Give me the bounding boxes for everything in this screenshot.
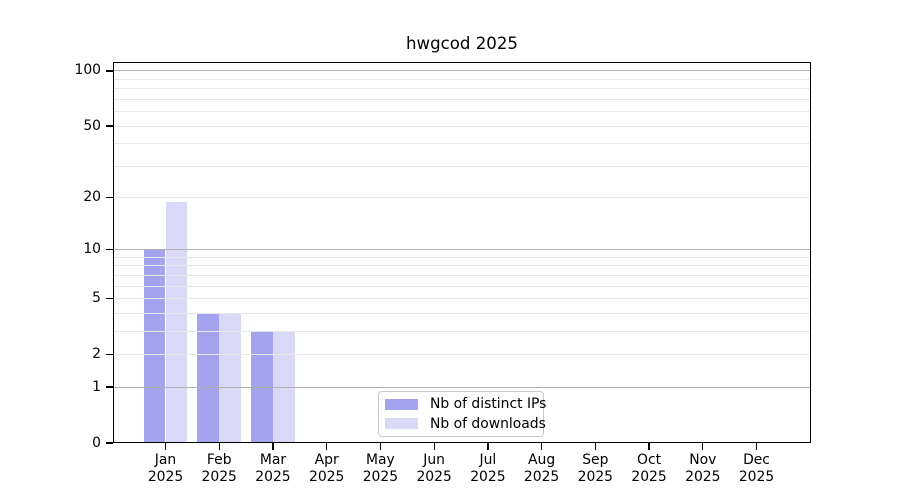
x-axis-tick-label-aug: Aug 2025	[523, 452, 560, 485]
bar-distinct-ips-feb	[197, 313, 220, 443]
y-axis-tick-mark	[106, 297, 113, 300]
y-axis-tick-label: 0	[92, 434, 101, 451]
x-axis-tick-label-mar: Mar 2025	[255, 452, 291, 485]
x-axis-tick-mark	[702, 443, 704, 450]
legend-label-distinct-ips: Nb of distinct IPs	[430, 396, 547, 413]
gridline-minor	[113, 197, 811, 199]
gridline-minor	[113, 274, 811, 276]
x-axis-tick-label-jan: Jan 2025	[147, 452, 184, 485]
gridline-minor	[113, 330, 811, 332]
gridline-minor	[113, 312, 811, 314]
gridline-major	[113, 249, 811, 251]
x-axis-tick-label-nov: Nov 2025	[685, 452, 721, 485]
legend-swatch-distinct-ips-icon	[385, 399, 418, 410]
x-axis-tick-mark	[487, 443, 489, 450]
gridline-minor	[113, 265, 811, 267]
gridline-minor	[113, 298, 811, 300]
x-axis-tick-mark	[379, 443, 382, 450]
gridline-minor	[113, 285, 811, 287]
x-axis-tick-mark	[218, 443, 220, 450]
gridline-minor	[113, 165, 811, 167]
y-axis-tick-mark	[106, 386, 113, 388]
y-axis-tick-label: 50	[83, 117, 101, 134]
y-axis-tick-label: 20	[83, 189, 101, 206]
gridline-minor	[113, 111, 811, 113]
legend: Nb of distinct IPs Nb of downloads	[378, 391, 546, 437]
x-axis-tick-label-sep: Sep 2025	[577, 452, 613, 485]
x-axis-tick-mark	[594, 443, 596, 450]
y-axis-tick-label: 5	[92, 290, 101, 307]
y-axis-tick-label: 10	[83, 241, 101, 258]
x-axis-tick-mark	[433, 443, 435, 450]
gridline-minor	[113, 125, 811, 127]
legend-swatch-downloads-icon	[385, 418, 418, 429]
gridline-minor	[113, 98, 811, 100]
legend-entry-downloads: Nb of downloads	[385, 415, 546, 433]
legend-label-downloads: Nb of downloads	[430, 415, 546, 432]
x-axis-tick-mark	[648, 443, 650, 450]
y-axis-tick-mark	[106, 353, 113, 356]
x-axis-tick-mark	[755, 443, 758, 450]
y-axis-tick-label: 2	[92, 345, 101, 362]
gridline-minor	[113, 88, 811, 90]
x-axis-tick-label-jul: Jul 2025	[470, 452, 506, 485]
bar-distinct-ips-jan	[143, 249, 166, 443]
x-axis-tick-label-dec: Dec 2025	[738, 452, 775, 485]
x-axis-tick-label-feb: Feb 2025	[201, 452, 237, 485]
x-axis-tick-mark	[540, 443, 543, 450]
x-axis-tick-label-oct: Oct 2025	[631, 452, 667, 485]
y-axis-tick-mark	[106, 249, 113, 251]
chart-title: hwgcod 2025	[406, 34, 518, 53]
x-axis-tick-mark	[272, 443, 274, 450]
x-axis-tick-mark	[326, 443, 328, 450]
y-axis-tick-label: 100	[74, 62, 101, 79]
y-axis-tick-mark	[106, 442, 113, 444]
gridline-minor	[113, 353, 811, 355]
x-axis-tick-label-apr: Apr 2025	[309, 452, 345, 485]
plot-area: Nb of distinct IPs Nb of downloads 100 50…	[74, 62, 811, 485]
bar-downloads-feb	[219, 313, 242, 443]
bar-downloads-jan	[165, 201, 188, 443]
gridline-major	[113, 386, 811, 388]
y-axis-tick-mark	[106, 70, 113, 72]
y-axis-tick-label: 1	[92, 378, 101, 395]
y-axis-tick-mark	[106, 196, 113, 199]
y-axis-tick-mark	[106, 125, 113, 127]
gridline-major	[113, 70, 811, 72]
x-axis-tick-label-may: May 2025	[362, 452, 399, 485]
x-axis-tick-label-jun: Jun 2025	[416, 452, 452, 485]
gridline-minor	[113, 78, 811, 80]
gridline-minor	[113, 256, 811, 258]
gridline-minor	[113, 143, 811, 145]
x-axis-tick-mark	[164, 443, 167, 450]
legend-entry-distinct-ips: Nb of distinct IPs	[385, 395, 546, 413]
